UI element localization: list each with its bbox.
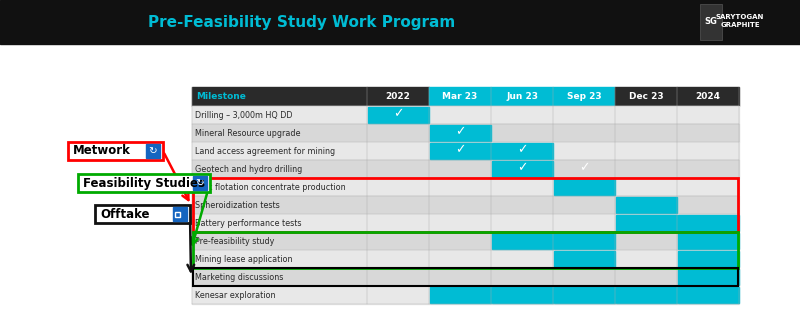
Bar [491,143,553,159]
Text: Geotech and hydro drilling: Geotech and hydro drilling [195,165,302,173]
Bar [192,124,739,142]
Bar [678,215,738,231]
Bar [491,87,553,106]
Text: Mar 23: Mar 23 [442,92,478,101]
Text: ↻: ↻ [149,146,158,156]
Bar [615,287,677,303]
Text: Metwork: Metwork [73,144,131,157]
Text: ↻: ↻ [196,178,204,188]
Text: Battery performance tests: Battery performance tests [195,218,302,228]
Text: Mineral Resource upgrade: Mineral Resource upgrade [195,128,301,138]
Bar [678,287,738,303]
Text: ✓: ✓ [517,143,527,156]
Text: Sep 23: Sep 23 [566,92,602,101]
Text: SARYTOGAN: SARYTOGAN [716,14,764,20]
Text: Offtake: Offtake [100,208,150,220]
Bar [678,233,738,249]
Text: Pre-feasibility study: Pre-feasibility study [195,236,274,245]
Bar [146,144,160,158]
Text: Land access agreement for mining: Land access agreement for mining [195,146,335,156]
Bar [175,212,180,216]
Text: Bulk flotation concentrate production: Bulk flotation concentrate production [195,183,346,191]
Bar [554,179,614,195]
Bar [192,214,739,232]
Bar [78,174,210,192]
Bar [193,176,207,190]
Text: Feasibility Studies: Feasibility Studies [83,176,205,189]
Bar [430,143,490,159]
Bar [193,268,738,286]
Bar [367,107,429,123]
Bar [192,160,739,178]
Bar [192,286,739,304]
Bar [192,232,739,250]
Bar [68,142,163,160]
Bar [0,0,800,44]
Text: Mining lease application: Mining lease application [195,255,293,263]
Text: ✓: ✓ [578,161,590,174]
Text: Milestone: Milestone [196,92,246,101]
Bar [192,87,367,106]
Bar [192,106,739,124]
Text: Jun 23: Jun 23 [506,92,538,101]
Bar [554,287,614,303]
Bar [192,142,739,160]
Bar [192,268,739,286]
Bar [192,178,739,196]
Bar [430,287,490,303]
Text: 2024: 2024 [695,92,721,101]
Text: GRAPHITE: GRAPHITE [720,22,760,28]
Text: Marketing discussions: Marketing discussions [195,273,283,281]
Bar [554,251,614,267]
Text: SG: SG [705,17,718,25]
Bar [192,196,739,214]
Text: Kenesar exploration: Kenesar exploration [195,290,275,300]
Text: ✓: ✓ [393,108,403,121]
Bar [491,287,553,303]
Bar [95,205,190,223]
Bar [491,161,553,177]
Bar [192,250,739,268]
Bar [554,233,614,249]
Bar [678,269,738,285]
Text: Spheroidization tests: Spheroidization tests [195,200,280,210]
FancyBboxPatch shape [700,4,722,40]
Bar [173,207,187,221]
Bar [193,232,738,268]
Text: 2022: 2022 [386,92,410,101]
Bar [430,125,490,141]
Bar [677,87,739,106]
Bar [553,87,615,106]
Bar [193,178,738,232]
Bar [615,197,677,213]
Text: ✓: ✓ [454,126,466,139]
Text: Pre-Feasibility Study Work Program: Pre-Feasibility Study Work Program [148,14,455,29]
Bar [678,251,738,267]
Bar [491,233,553,249]
Bar [367,87,429,106]
Bar [692,2,792,42]
Text: ✓: ✓ [517,161,527,174]
Text: Dec 23: Dec 23 [629,92,663,101]
Bar [615,87,677,106]
Bar [615,215,677,231]
Text: ✓: ✓ [454,143,466,156]
Bar [429,87,491,106]
Text: Drilling – 3,000m HQ DD: Drilling – 3,000m HQ DD [195,111,293,120]
